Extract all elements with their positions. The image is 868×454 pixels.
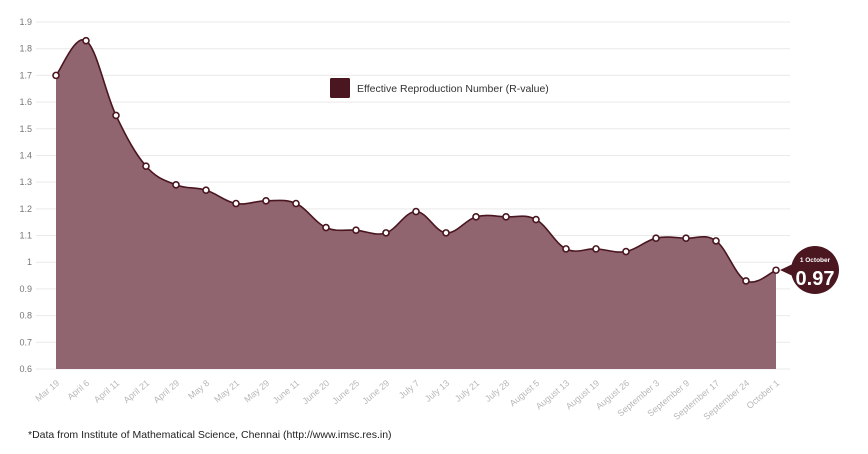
x-tick-label: June 25: [330, 378, 361, 406]
y-tick-label: 1.6: [19, 97, 32, 107]
data-point: [262, 197, 270, 205]
data-point: [382, 229, 390, 237]
data-point: [142, 162, 150, 170]
y-tick-label: 1.2: [19, 204, 32, 214]
y-tick-label: 1.4: [19, 150, 32, 160]
data-point: [652, 234, 660, 243]
data-points: [52, 36, 780, 285]
data-point: [232, 199, 240, 208]
callout-badge: [791, 246, 839, 294]
data-point: [52, 71, 60, 80]
y-tick-label: 0.8: [19, 311, 32, 321]
x-tick-label: April 11: [92, 378, 121, 405]
data-point: [352, 226, 360, 234]
last-value-callout: 1 October 0.97: [780, 246, 839, 294]
x-tick-label: April 6: [65, 378, 91, 402]
data-point: [472, 213, 480, 221]
x-tick-label: July 13: [423, 378, 451, 404]
data-point: [562, 245, 570, 253]
legend-swatch: [330, 78, 350, 98]
data-point: [502, 213, 510, 221]
callout-value: 0.97: [796, 268, 835, 290]
x-tick-label: Mar 19: [33, 378, 61, 404]
data-source-footnote: *Data from Institute of Mathematical Sci…: [28, 429, 392, 441]
y-tick-label: 1.1: [19, 231, 32, 241]
data-point: [742, 277, 750, 285]
data-point: [112, 111, 120, 120]
y-tick-label: 1.7: [19, 70, 32, 80]
data-point: [412, 207, 420, 216]
data-point: [712, 237, 720, 245]
series-area: [56, 39, 776, 369]
data-point: [202, 186, 210, 194]
y-tick-label: 1.8: [19, 44, 32, 54]
y-tick-label: 1.9: [19, 17, 32, 27]
y-axis: 0.6 0.7 0.8 0.9 1 1.1 1.2 1.3 1.4 1.5 1.6 1.7 1.8 1.9: [19, 17, 32, 374]
x-tick-label: June 20: [300, 378, 331, 406]
legend: Effective Reproduction Number (R-value): [330, 78, 549, 98]
data-point: [322, 223, 330, 232]
x-tick-label: July 21: [453, 378, 481, 404]
data-point: [442, 229, 450, 237]
x-tick-label: October 1: [745, 378, 782, 411]
data-point: [622, 247, 630, 256]
data-point: [532, 215, 540, 224]
y-tick-label: 0.7: [19, 337, 32, 347]
data-point: [172, 181, 180, 189]
x-axis: Mar 19 April 6 April 11 April 21 April 29 May…: [33, 378, 781, 422]
x-tick-label: May 29: [242, 378, 271, 405]
x-tick-label: May 21: [212, 378, 241, 405]
y-tick-label: 1: [27, 257, 32, 267]
x-tick-label: May 8: [186, 378, 211, 401]
y-tick-label: 0.9: [19, 284, 32, 294]
data-point: [292, 199, 300, 208]
x-tick-label: June 11: [271, 378, 301, 406]
y-tick-label: 1.5: [19, 124, 32, 134]
data-point: [772, 266, 780, 275]
y-tick-label: 1.3: [19, 177, 32, 187]
callout-date: 1 October: [800, 257, 831, 264]
data-point: [592, 245, 600, 253]
y-tick-label: 0.6: [19, 364, 32, 374]
x-tick-label: April 29: [151, 378, 181, 405]
x-tick-label: June 29: [360, 378, 391, 406]
x-tick-label: July 7: [397, 378, 421, 401]
legend-label: Effective Reproduction Number (R-value): [357, 83, 549, 95]
data-point: [82, 36, 90, 45]
data-point: [682, 234, 690, 243]
x-tick-label: April 21: [121, 378, 151, 405]
